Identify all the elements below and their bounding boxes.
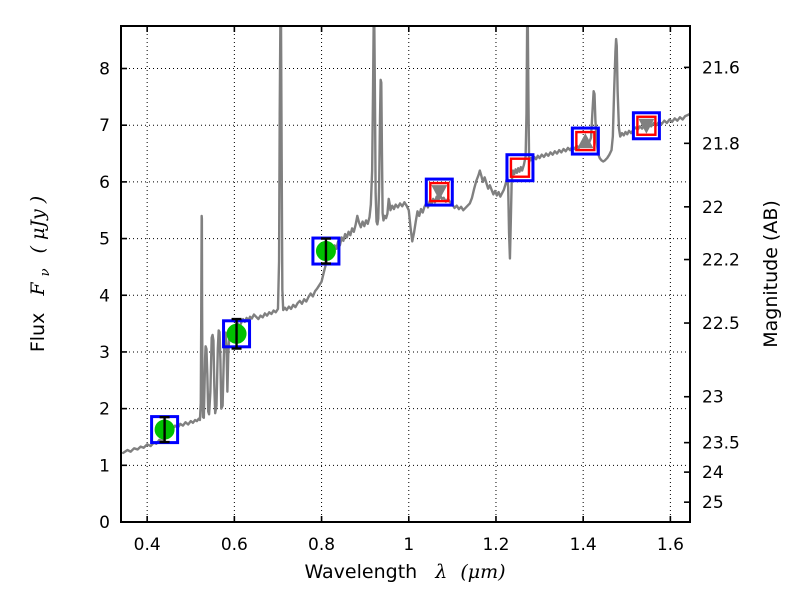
axes-frame [120, 25, 691, 523]
y-tick-label: 7 [99, 116, 110, 136]
x-axis-label: Wavelength λ (μm) [304, 561, 505, 583]
model-box [570, 126, 600, 156]
photometry-point [222, 317, 252, 350]
y-axis-label: Flux F ν ( μJy ) [27, 196, 54, 352]
model-square-marker [575, 130, 596, 152]
right-tick-label: 22.5 [702, 314, 740, 334]
y-tick-label: 5 [99, 230, 110, 250]
y-tick-label: 0 [99, 513, 110, 533]
right-tick-label: 23.5 [702, 434, 740, 454]
right-tick-label: 23 [702, 388, 724, 408]
y-label-symbol: F [27, 282, 49, 297]
x-label-unit: (μm) [460, 561, 505, 583]
triangle-down-marker [431, 185, 448, 201]
y-label-unit: ( μJy ) [27, 196, 49, 254]
right-axis-label-text: Magnitude (AB) [760, 200, 782, 348]
model-box [505, 153, 535, 183]
x-axis-ticks: 0.4 0.6 0.8 1 1.2 1.4 1.6 [134, 26, 684, 555]
y-tick-label: 8 [99, 60, 110, 80]
right-tick-label: 24 [702, 463, 724, 483]
model-square-marker [509, 157, 531, 178]
y-tick-label: 6 [99, 173, 110, 193]
x-tick-label: 1.2 [482, 535, 509, 555]
photometry-point [424, 177, 454, 207]
triangle-up-marker [577, 133, 594, 149]
photometry-point [631, 111, 661, 141]
svg-text:Flux F ν: Flux F ν ( μJy ) [27, 196, 54, 352]
x-tick-label: 1.4 [570, 535, 597, 555]
photometry-point [311, 236, 341, 266]
model-box [631, 111, 661, 141]
x-tick-label: 0.8 [308, 535, 335, 555]
y-tick-label: 4 [99, 286, 110, 306]
y-axis-ticks: 0 1 2 3 4 5 6 7 8 [99, 60, 127, 533]
right-axis-label: Magnitude (AB) [760, 200, 782, 348]
model-square-marker [636, 115, 657, 136]
photometry-point [150, 415, 180, 445]
y-label-word: Flux [27, 313, 49, 353]
y-tick-label: 3 [99, 343, 110, 363]
right-tick-label: 21.8 [702, 134, 740, 154]
photometry-points [150, 111, 661, 445]
x-tick-label: 0.4 [134, 535, 161, 555]
photometry-point [570, 126, 600, 156]
model-square-marker [429, 181, 450, 203]
right-tick-label: 22.2 [702, 251, 740, 271]
right-tick-label: 25 [702, 493, 724, 513]
svg-text:Wavelength λ (: Wavelength λ (μm) [304, 561, 505, 583]
right-tick-label: 22 [702, 198, 724, 218]
y-label-subscript: ν [38, 268, 53, 276]
x-tick-label: 1.6 [657, 535, 684, 555]
grid-lines-horizontal [121, 68, 690, 466]
right-tick-label: 21.6 [702, 58, 740, 78]
x-label-word: Wavelength [304, 561, 417, 583]
y-tick-label: 2 [99, 400, 110, 420]
y-tick-label: 1 [99, 456, 110, 476]
x-tick-label: 1 [403, 535, 414, 555]
right-axis-ticks: 21.6 21.8 22 22.2 22.5 23 23.5 24 25 [684, 58, 740, 513]
x-tick-label: 0.6 [221, 535, 248, 555]
grid-lines-vertical [146, 26, 671, 522]
x-label-symbol: λ [434, 561, 447, 583]
model-box [424, 177, 454, 207]
triangle-down-marker [638, 118, 655, 134]
photometry-point [505, 153, 535, 183]
